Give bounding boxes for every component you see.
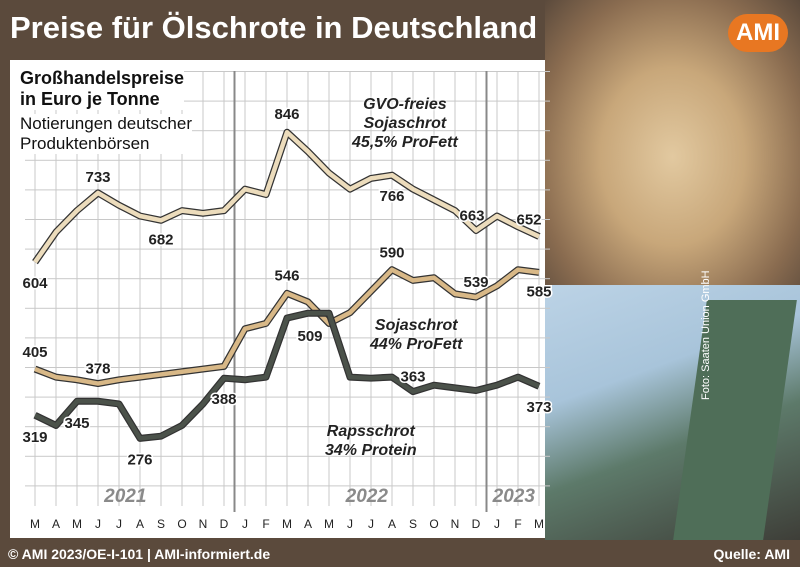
value-label: 388 — [211, 391, 236, 408]
x-tick-label: J — [242, 517, 248, 531]
series-label: Rapsschrot 34% Protein — [325, 423, 417, 459]
x-tick-label: A — [388, 517, 396, 531]
x-tick-label: A — [52, 517, 60, 531]
chart-title: Preise für Ölschrote in Deutschland — [10, 10, 538, 45]
x-tick-label: N — [451, 517, 460, 531]
x-tick-label: O — [177, 517, 186, 531]
series-label: Sojaschrot 44% ProFett — [370, 317, 463, 353]
value-label: 682 — [148, 231, 173, 248]
x-tick-label: J — [368, 517, 374, 531]
x-tick-label: J — [494, 517, 500, 531]
value-label: 585 — [526, 283, 551, 300]
x-tick-label: N — [199, 517, 208, 531]
x-tick-label: M — [534, 517, 544, 531]
x-tick-label: D — [472, 517, 481, 531]
line — [33, 129, 540, 264]
value-label: 378 — [85, 361, 110, 378]
footer: © AMI 2023/OE-I-101 | AMI-informiert.de — [8, 546, 271, 562]
year-label: 2023 — [492, 486, 536, 507]
series-label: GVO-freies Sojaschrot 45,5% ProFett — [352, 96, 458, 151]
x-tick-label: S — [409, 517, 417, 531]
year-label: 2021 — [103, 486, 146, 507]
value-label: 509 — [297, 328, 322, 345]
logo: AMI — [728, 14, 788, 52]
x-tick-label: D — [220, 517, 229, 531]
source: Quelle: AMI — [713, 546, 791, 562]
x-tick-label: F — [262, 517, 269, 531]
value-label: 405 — [22, 344, 47, 361]
year-label: 2022 — [345, 486, 389, 507]
x-tick-label: M — [282, 517, 292, 531]
value-label: 604 — [22, 275, 48, 292]
value-label: 766 — [379, 188, 404, 205]
line — [34, 310, 540, 441]
x-tick-label: M — [30, 517, 40, 531]
value-label: 276 — [127, 451, 152, 468]
value-label: 733 — [85, 169, 110, 186]
x-tick-label: A — [304, 517, 312, 531]
x-tick-label: J — [347, 517, 353, 531]
x-tick-label: O — [429, 517, 438, 531]
x-tick-label: M — [324, 517, 334, 531]
x-tick-label: M — [72, 517, 82, 531]
value-label: 345 — [64, 415, 89, 432]
value-label: 546 — [274, 267, 299, 284]
value-label: 319 — [22, 429, 47, 446]
x-tick-label: J — [116, 517, 122, 531]
value-label: 663 — [459, 207, 484, 224]
line — [34, 267, 540, 386]
value-label: 363 — [400, 369, 425, 386]
x-tick-label: J — [95, 517, 101, 531]
x-tick-label: F — [514, 517, 521, 531]
subtitle: Großhandelspreise in Euro je Tonne — [20, 68, 185, 110]
value-label: 846 — [274, 106, 299, 123]
x-tick-label: A — [136, 517, 144, 531]
note: Notierungen deutscher Produktenbörsen — [20, 114, 193, 154]
x-tick-label: S — [157, 517, 165, 531]
value-label: 373 — [526, 399, 551, 416]
photo-credit: Foto: Saaten Union GmbH — [700, 270, 712, 400]
value-label: 539 — [463, 274, 488, 291]
value-label: 652 — [516, 211, 541, 228]
value-label: 590 — [379, 245, 404, 262]
